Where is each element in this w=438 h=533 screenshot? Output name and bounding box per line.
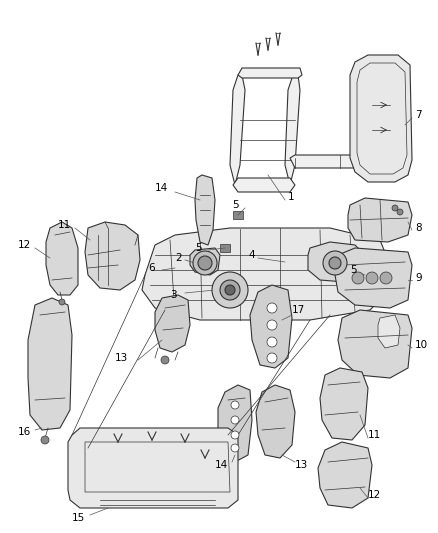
Circle shape [392, 205, 398, 211]
Text: 7: 7 [415, 110, 422, 120]
Polygon shape [250, 285, 292, 368]
Polygon shape [233, 211, 243, 219]
Text: 1: 1 [288, 192, 295, 202]
Polygon shape [338, 310, 412, 378]
Polygon shape [238, 68, 302, 78]
Circle shape [366, 272, 378, 284]
Polygon shape [230, 75, 245, 185]
Text: 10: 10 [415, 340, 428, 350]
Polygon shape [350, 55, 412, 182]
Text: 11: 11 [58, 220, 71, 230]
Circle shape [329, 257, 341, 269]
Polygon shape [46, 222, 78, 295]
Polygon shape [378, 315, 400, 348]
Text: 3: 3 [170, 290, 177, 300]
Circle shape [231, 401, 239, 409]
Polygon shape [195, 175, 215, 245]
Polygon shape [142, 228, 390, 320]
Polygon shape [290, 155, 382, 168]
Text: 4: 4 [248, 250, 254, 260]
Circle shape [161, 356, 169, 364]
Text: 16: 16 [18, 427, 31, 437]
Circle shape [397, 209, 403, 215]
Circle shape [198, 256, 212, 270]
Text: 5: 5 [232, 200, 239, 210]
Polygon shape [256, 385, 295, 458]
Circle shape [267, 353, 277, 363]
Text: 13: 13 [115, 353, 128, 363]
Polygon shape [308, 242, 365, 282]
Circle shape [225, 285, 235, 295]
Circle shape [231, 431, 239, 439]
Polygon shape [320, 368, 368, 440]
Polygon shape [218, 385, 252, 462]
Text: 17: 17 [292, 305, 305, 315]
Circle shape [267, 303, 277, 313]
Text: 13: 13 [295, 460, 308, 470]
Text: 8: 8 [415, 223, 422, 233]
Polygon shape [318, 442, 372, 508]
Polygon shape [335, 248, 412, 308]
Circle shape [323, 251, 347, 275]
Circle shape [267, 320, 277, 330]
Text: 9: 9 [415, 273, 422, 283]
Circle shape [267, 337, 277, 347]
Circle shape [352, 272, 364, 284]
Text: 14: 14 [215, 460, 228, 470]
Text: 11: 11 [368, 430, 381, 440]
Circle shape [41, 436, 49, 444]
Polygon shape [190, 248, 220, 275]
Polygon shape [233, 178, 295, 192]
Polygon shape [365, 274, 375, 282]
Text: 5: 5 [195, 243, 201, 253]
Circle shape [220, 280, 240, 300]
Polygon shape [68, 428, 238, 508]
Text: 14: 14 [155, 183, 168, 193]
Circle shape [59, 299, 65, 305]
Polygon shape [85, 222, 140, 290]
Polygon shape [155, 295, 190, 352]
Polygon shape [285, 75, 300, 185]
Text: 6: 6 [148, 263, 155, 273]
Text: 12: 12 [18, 240, 31, 250]
Circle shape [212, 272, 248, 308]
Circle shape [231, 416, 239, 424]
Circle shape [193, 251, 217, 275]
Polygon shape [220, 244, 230, 252]
Text: 2: 2 [175, 253, 182, 263]
Text: 15: 15 [72, 513, 85, 523]
Text: 5: 5 [350, 265, 357, 275]
Polygon shape [348, 198, 412, 242]
Polygon shape [28, 298, 72, 430]
Circle shape [380, 272, 392, 284]
Text: 12: 12 [368, 490, 381, 500]
Circle shape [231, 444, 239, 452]
